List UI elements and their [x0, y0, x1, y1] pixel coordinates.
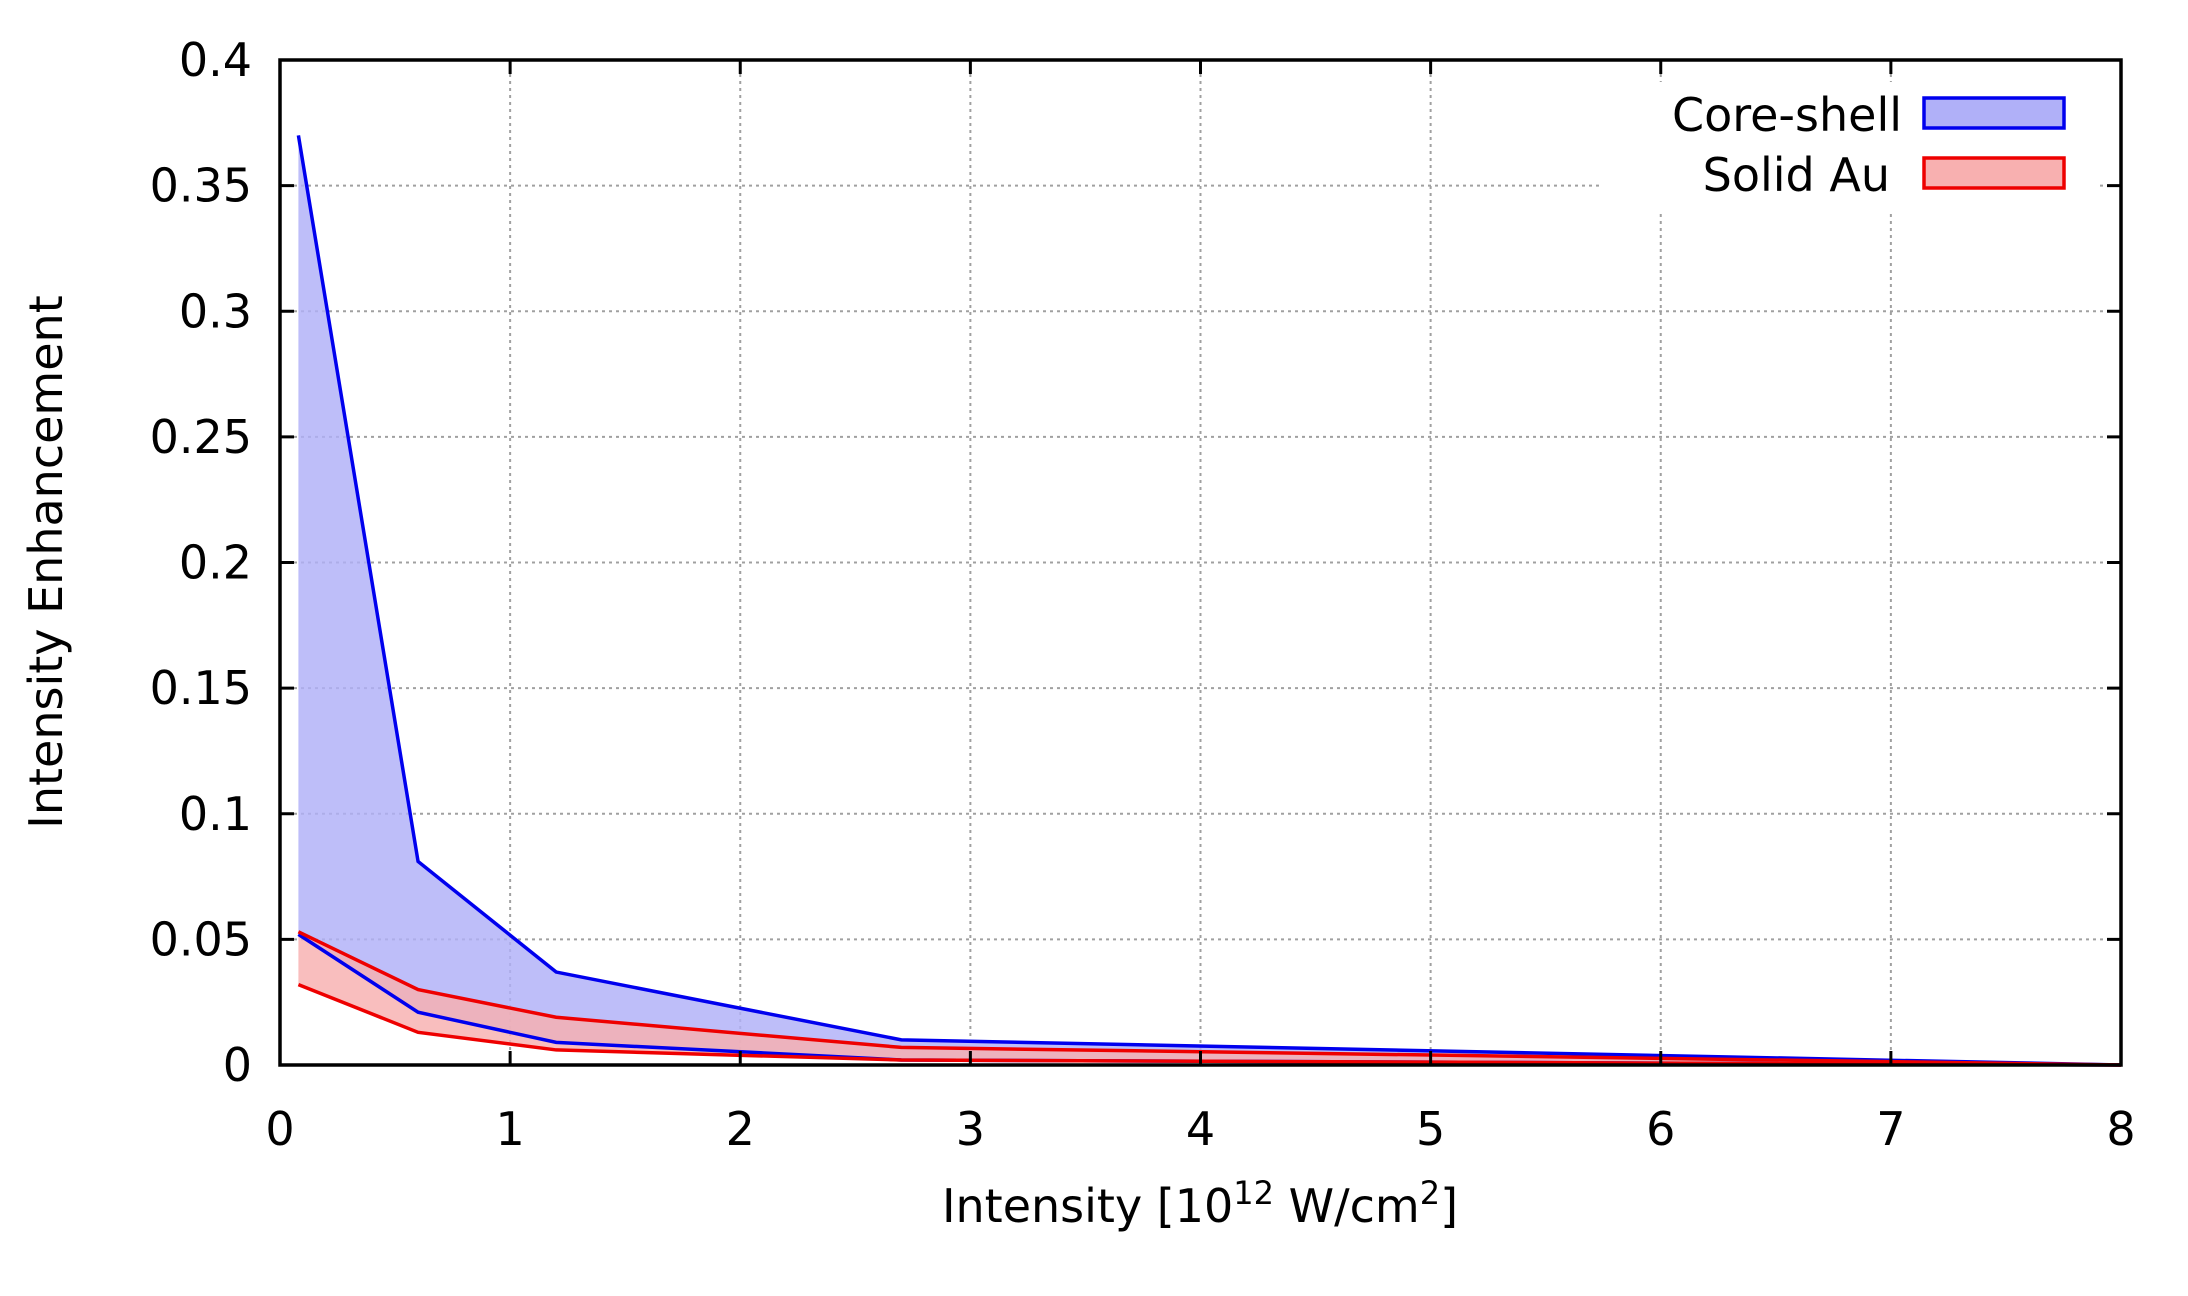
x-axis-label: Intensity [1012 W/cm2] [942, 1174, 1458, 1233]
legend-label-solid-au: Solid Au [1703, 148, 1890, 202]
plot-frame [278, 58, 2123, 1067]
y-tick-label: 0.2 [179, 536, 252, 590]
series-fills [298, 135, 2121, 1065]
x-tick-label: 6 [1646, 1102, 1675, 1156]
x-tick-label: 8 [2106, 1102, 2135, 1156]
y-axis-label: Intensity Enhancement [19, 295, 73, 828]
legend-swatch-core-shell [1922, 96, 2066, 130]
x-axis-label-unit: W/cm [1274, 1179, 1420, 1233]
x-axis-label-unit-exponent: 2 [1420, 1174, 1440, 1212]
y-tick-label: 0.15 [150, 661, 252, 715]
x-axis-label-end: ] [1440, 1179, 1458, 1233]
y-tick-label: 0.05 [150, 912, 252, 966]
y-tick-label: 0.25 [150, 410, 252, 464]
y-tick-label: 0.1 [179, 787, 252, 841]
x-tick-label: 4 [1186, 1102, 1215, 1156]
x-axis-label-main: Intensity [10 [942, 1179, 1233, 1233]
legend-label-core-shell: Core-shell [1672, 88, 1902, 142]
y-tick-label: 0.35 [150, 159, 252, 213]
legend-swatch-solid-au [1922, 156, 2066, 190]
x-tick-label: 1 [495, 1102, 524, 1156]
legend: Core-shell Solid Au [1600, 82, 2100, 212]
y-tick-label: 0.4 [179, 33, 252, 87]
band-fill-core-shell [298, 135, 2121, 1065]
band-upper-line-core-shell [296, 135, 2122, 1067]
x-tick-label: 2 [726, 1102, 755, 1156]
band-upper-line-solid-au [297, 930, 2122, 1067]
tick-labels: 0 1 2 3 4 5 6 7 8 0 0.05 0.1 0.15 0.2 0.25 0.3 0.35 0.4 [150, 33, 2136, 1156]
x-tick-label: 7 [1876, 1102, 1905, 1156]
band-lower-line-solid-au [297, 982, 2122, 1067]
series-lines [296, 135, 2122, 1067]
x-axis-label-exponent: 12 [1233, 1174, 1274, 1212]
y-tick-label: 0 [223, 1038, 252, 1092]
x-tick-label: 3 [956, 1102, 985, 1156]
x-tick-label: 0 [265, 1102, 294, 1156]
y-tick-label: 0.3 [179, 284, 252, 338]
x-tick-label: 5 [1416, 1102, 1445, 1156]
